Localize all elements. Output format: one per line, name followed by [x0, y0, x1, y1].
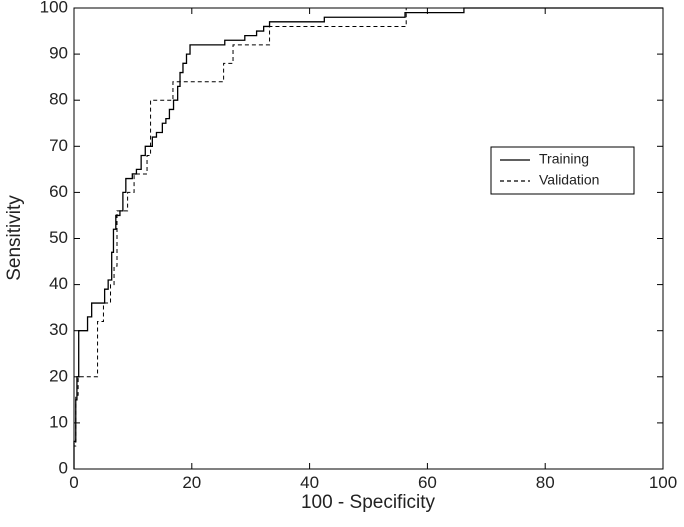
series-line-training [73, 7, 663, 469]
x-tick-label: 60 [418, 473, 437, 492]
x-axis-ticks: 0 20 40 60 80 100 [69, 8, 677, 492]
y-tick-label: 90 [49, 44, 68, 63]
x-axis-label: 100 - Specificity [301, 492, 436, 513]
series-layer [73, 7, 663, 469]
y-tick-label: 70 [49, 136, 68, 155]
y-tick-label: 100 [40, 0, 68, 16]
x-tick-label: 80 [536, 473, 555, 492]
x-tick-label: 20 [182, 473, 201, 492]
legend-box [490, 146, 635, 195]
legend: Training Validation [490, 146, 635, 195]
y-tick-label: 20 [49, 366, 68, 385]
y-tick-label: 0 [59, 458, 68, 477]
series-line-validation [73, 7, 663, 469]
x-tick-label: 0 [69, 473, 78, 492]
y-axis-label: Sensitivity [4, 195, 25, 281]
plot-area [74, 8, 663, 469]
x-tick-label: 100 [649, 473, 677, 492]
y-axis-ticks: 0 10 20 30 40 50 60 70 80 90 100 [40, 0, 663, 477]
y-tick-label: 40 [49, 274, 68, 293]
x-tick-label: 40 [300, 473, 319, 492]
y-tick-label: 10 [49, 412, 68, 431]
legend-label-validation: Validation [539, 172, 599, 188]
y-tick-label: 60 [49, 182, 68, 201]
y-tick-label: 80 [49, 90, 68, 109]
y-tick-label: 50 [49, 228, 68, 247]
legend-label-training: Training [539, 151, 589, 167]
y-tick-label: 30 [49, 320, 68, 339]
